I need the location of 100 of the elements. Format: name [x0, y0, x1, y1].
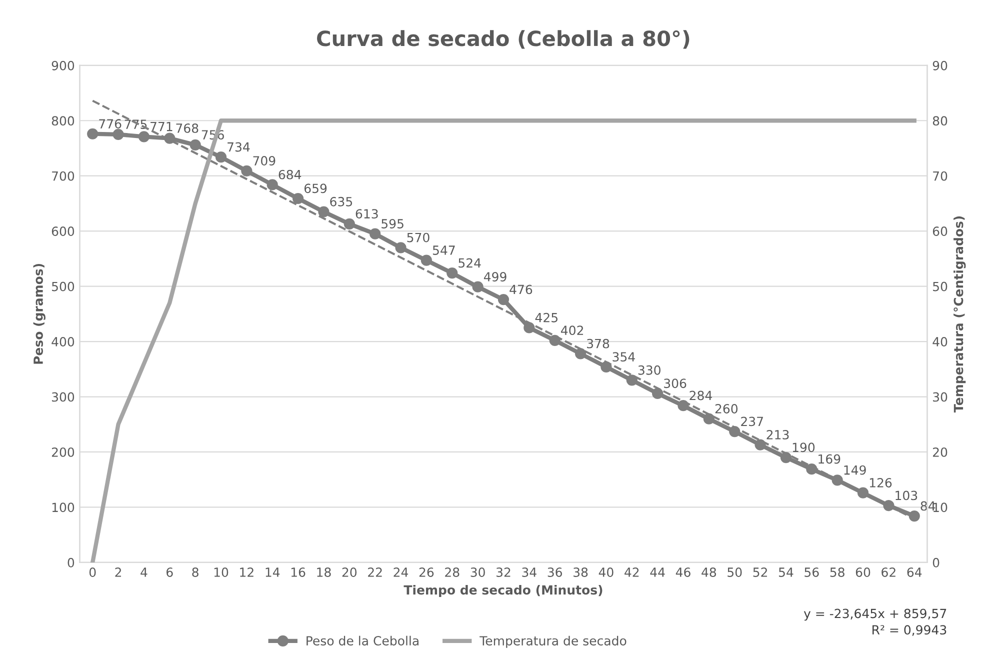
y2-tick-label: 90	[932, 60, 948, 70]
y2-tick-label: 0	[932, 558, 940, 568]
data-label: 378	[587, 338, 610, 348]
data-label: 260	[715, 404, 738, 414]
point	[498, 294, 510, 306]
x-tick-label: 62	[882, 568, 896, 577]
y-tick-label: 700	[52, 171, 74, 181]
y2-axis-title: Temperatura (°Centigrados)	[954, 216, 966, 412]
data-label: 149	[844, 465, 866, 475]
data-label: 306	[664, 378, 686, 388]
data-label: 425	[535, 312, 558, 322]
x-tick-label: 10	[214, 568, 228, 577]
x-tick-label: 20	[342, 568, 357, 577]
data-label: 524	[458, 258, 481, 268]
data-label: 595	[382, 219, 404, 228]
x-tick-label: 48	[702, 568, 716, 577]
x-tick-label: 60	[856, 568, 870, 577]
y-tick-label: 200	[52, 447, 74, 457]
data-label: 284	[690, 390, 712, 400]
x-tick-label: 52	[753, 568, 767, 577]
y2-tick-label: 60	[932, 226, 948, 236]
x-tick-label: 18	[317, 568, 331, 577]
data-label: 734	[228, 142, 250, 152]
x-tick-label: 36	[548, 568, 562, 577]
y2-tick-label: 50	[933, 282, 948, 292]
data-label: 776	[99, 119, 122, 129]
y-tick-label: 0	[68, 558, 74, 568]
x-tick-label: 32	[496, 568, 510, 577]
x-tick-label: 4	[140, 568, 148, 577]
data-label: 402	[561, 326, 584, 336]
data-label: 547	[432, 246, 455, 255]
x-axis-title: Tiempo de secado (Minutos)	[404, 584, 602, 598]
point	[908, 510, 920, 522]
data-label: 330	[638, 365, 660, 375]
x-tick-label: 54	[778, 568, 794, 577]
data-label: 613	[356, 209, 378, 219]
data-label: 213	[766, 430, 789, 440]
x-tick-label: 44	[650, 568, 665, 577]
data-label: 126	[870, 478, 892, 488]
x-tick-label: 28	[445, 568, 460, 577]
data-label: 103	[896, 490, 918, 500]
point	[754, 439, 766, 450]
x-tick-label: 8	[192, 568, 198, 577]
legend-label: Peso de la Cebolla	[306, 636, 418, 646]
x-tick-label: 22	[368, 568, 382, 577]
point	[370, 228, 381, 240]
x-tick-label: 14	[266, 568, 280, 577]
x-tick-label: 42	[624, 568, 639, 577]
data-label: 169	[818, 454, 840, 464]
chart-title: Curva de secado (Cebolla a 80°)	[317, 30, 690, 49]
data-label: 190	[792, 442, 815, 452]
y2-tick-label: 80	[932, 116, 948, 126]
x-tick-label: 6	[166, 568, 173, 577]
y2-tick-label: 40	[932, 337, 948, 346]
point	[266, 179, 278, 190]
point	[574, 348, 586, 360]
x-tick-label: 38	[574, 568, 588, 577]
data-label: 635	[330, 196, 352, 206]
x-tick-label: 64	[907, 568, 922, 577]
x-tick-label: 30	[470, 568, 485, 577]
data-label: 570	[407, 232, 430, 242]
x-tick-label: 2	[115, 568, 122, 577]
point	[215, 152, 227, 163]
point	[190, 139, 201, 150]
point	[446, 267, 458, 279]
data-label: 476	[510, 284, 532, 294]
x-tick-label: 56	[804, 568, 819, 577]
y-tick-label: 100	[52, 502, 74, 512]
point	[652, 388, 664, 399]
y-tick-label: 800	[52, 116, 74, 126]
y2-tick-label: 70	[933, 171, 948, 181]
y-tick-label: 500	[52, 282, 74, 292]
data-label: 499	[484, 272, 506, 282]
point	[395, 242, 406, 254]
point	[344, 218, 355, 230]
y-axis-title: Peso (gramos)	[33, 264, 46, 364]
point	[87, 128, 98, 140]
x-tick-label: 50	[728, 568, 742, 577]
y-tick-label: 900	[52, 60, 74, 70]
x-tick-label: 0	[89, 568, 96, 577]
data-label: 84	[920, 501, 936, 511]
point	[420, 254, 432, 266]
y2-tick-label: 20	[932, 447, 948, 457]
data-label: 768	[176, 123, 198, 133]
point	[524, 322, 535, 334]
point	[138, 131, 150, 142]
text: y = -23,645x + 859,57	[804, 608, 946, 621]
x-tick-label: 26	[419, 568, 434, 577]
point	[292, 192, 304, 204]
legend-label: Temperatura de secado	[480, 636, 626, 648]
data-label: 771	[150, 122, 172, 132]
y2-tick-label: 30	[933, 392, 948, 402]
point	[703, 413, 714, 424]
y2-tick-label: 10	[933, 502, 948, 512]
data-label: 354	[612, 352, 635, 362]
y-tick-label: 400	[52, 337, 74, 346]
point	[318, 206, 330, 218]
x-tick-label: 46	[676, 568, 690, 577]
x-tick-label: 24	[394, 568, 408, 577]
point	[472, 281, 484, 292]
